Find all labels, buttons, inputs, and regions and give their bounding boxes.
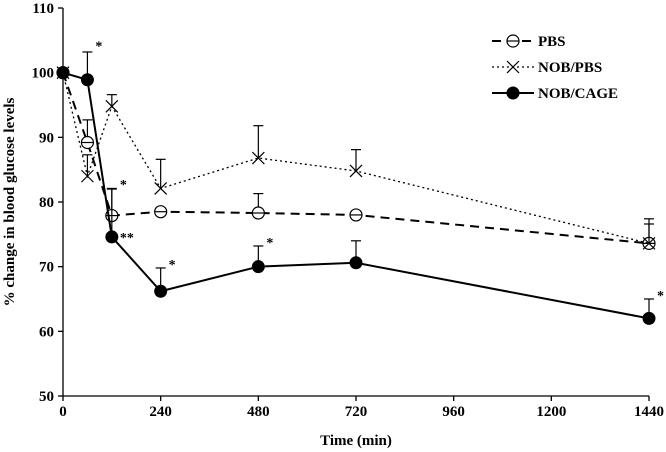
x-tick-label: 480 bbox=[247, 404, 270, 420]
series-layer bbox=[56, 51, 656, 325]
x-tick-label: 720 bbox=[345, 404, 368, 420]
series-nob-pbs bbox=[56, 66, 656, 250]
legend-marker bbox=[506, 86, 520, 100]
legend-label: PBS bbox=[538, 34, 566, 50]
y-tick-label: 80 bbox=[39, 195, 54, 211]
marker-stroke bbox=[506, 60, 520, 74]
x-tick-label: 240 bbox=[149, 404, 172, 420]
y-axis-title: % change in blood glucose levels bbox=[2, 97, 18, 306]
y-tick-label: 70 bbox=[39, 260, 54, 276]
legend-entry-nob-cage: NOB/CAGE bbox=[492, 86, 618, 102]
x-tick-label: 0 bbox=[59, 404, 67, 420]
y-tick-label: 100 bbox=[32, 66, 55, 82]
legend: PBS NOB/PBS NOB/CAGE bbox=[492, 34, 618, 102]
y-tick-label: 90 bbox=[39, 130, 54, 146]
y-tick-label: 110 bbox=[32, 1, 54, 17]
point-pbs bbox=[154, 205, 168, 219]
legend-entry-nob-pbs: NOB/PBS bbox=[492, 60, 602, 76]
point-nob-pbs bbox=[154, 181, 168, 195]
point-pbs bbox=[251, 206, 265, 220]
marker-stroke bbox=[251, 151, 265, 165]
legend-marker bbox=[506, 34, 520, 48]
point-nob-cage bbox=[642, 311, 656, 325]
y-tick-label: 50 bbox=[39, 389, 54, 405]
point-pbs bbox=[349, 208, 363, 222]
point-nob-pbs bbox=[80, 169, 94, 183]
point-pbs bbox=[80, 135, 95, 150]
series-nob-cage bbox=[56, 51, 656, 325]
significance-mark: * bbox=[266, 236, 273, 251]
marker-stroke bbox=[154, 181, 168, 195]
point-nob-cage bbox=[80, 73, 94, 87]
legend-label: NOB/CAGE bbox=[538, 86, 618, 102]
point-nob-cage bbox=[349, 256, 363, 270]
marker-stroke bbox=[80, 169, 94, 183]
significance-mark: * bbox=[95, 40, 102, 55]
point-nob-cage bbox=[56, 66, 70, 80]
significance-mark: * bbox=[169, 258, 176, 273]
marker-stroke bbox=[105, 99, 119, 113]
x-tick-label: 1200 bbox=[536, 404, 566, 420]
significance-mark: * bbox=[120, 178, 127, 193]
marker-stroke bbox=[642, 236, 656, 250]
point-nob-pbs bbox=[349, 164, 363, 178]
legend-marker bbox=[506, 60, 520, 74]
marker-stroke bbox=[349, 164, 363, 178]
significance-mark: * bbox=[657, 289, 664, 304]
point-nob-cage bbox=[251, 260, 265, 274]
axes-layer: 50 60 70 80 90 100 110 0 240 480 720 960 1200 1440 bbox=[32, 1, 665, 420]
point-nob-cage bbox=[105, 230, 119, 244]
legend-label: NOB/PBS bbox=[538, 60, 602, 76]
point-nob-pbs bbox=[642, 236, 656, 250]
significance-mark: ** bbox=[120, 231, 134, 246]
y-tick-label: 60 bbox=[39, 324, 54, 340]
x-tick-label: 1440 bbox=[634, 404, 664, 420]
point-nob-pbs bbox=[251, 151, 265, 165]
annotation-layer: ******* bbox=[95, 40, 664, 305]
point-nob-pbs bbox=[105, 99, 119, 113]
point-nob-cage bbox=[154, 284, 168, 298]
legend-entry-pbs: PBS bbox=[492, 34, 566, 50]
series-line-nob-cage bbox=[62, 71, 650, 320]
x-axis-title: Time (min) bbox=[320, 433, 392, 449]
x-tick-label: 960 bbox=[442, 404, 465, 420]
